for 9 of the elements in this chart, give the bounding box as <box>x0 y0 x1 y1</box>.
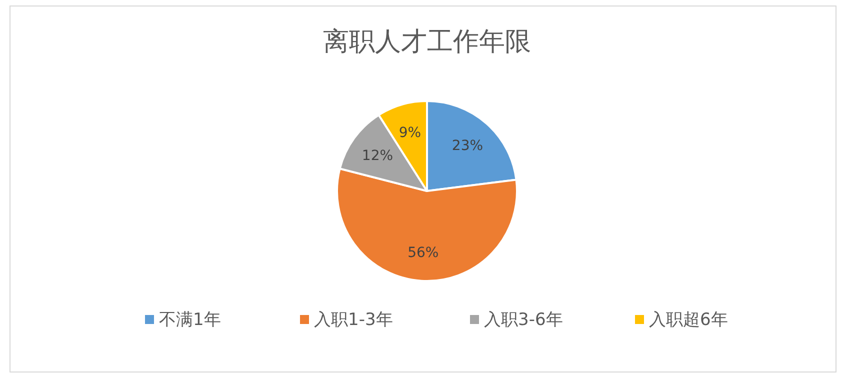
data-label: 9% <box>398 125 422 142</box>
legend-label: 入职3-6年 <box>484 310 563 330</box>
chart-title: 离职人才工作年限 <box>323 27 531 57</box>
legend-label: 不满1年 <box>159 310 221 330</box>
legend-label: 入职1-3年 <box>314 310 393 330</box>
legend-label: 入职超6年 <box>649 310 728 330</box>
data-label: 12% <box>362 148 394 164</box>
data-label: 56% <box>408 245 439 262</box>
data-label: 23% <box>452 138 484 154</box>
